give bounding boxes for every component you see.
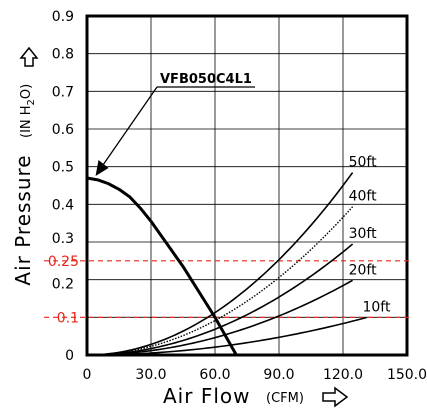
system-curve-50ft	[86, 172, 354, 356]
fan-curve-group: VFB050C4L1	[86, 72, 255, 356]
x-tick-label: 60.0	[199, 367, 230, 383]
system-curve-10ft	[86, 316, 367, 356]
y-axis-unit-main: (IN H	[19, 105, 34, 138]
y-axis-unit: (IN H2O)	[19, 84, 37, 138]
system-curve-20ft	[86, 279, 353, 356]
system-curve-label: 40ft	[349, 189, 377, 205]
y-axis-title-group: Air Pressure (IN H2O)	[11, 84, 37, 286]
x-tick-label: 0	[83, 367, 92, 383]
fan-curve	[86, 176, 238, 356]
x-tick-label: 30.0	[135, 367, 166, 383]
right-arrow-icon	[322, 386, 349, 408]
system-curve-label: 10ft	[362, 300, 390, 316]
system-curve-label: 20ft	[349, 262, 377, 278]
y-axis-unit-sub: 2	[26, 99, 37, 105]
reference-lines	[44, 260, 411, 318]
plot-frame	[85, 14, 409, 357]
y-tick-label: 0.6	[52, 122, 74, 138]
y-tick-label: 0.9	[52, 9, 74, 25]
system-curve-label: 50ft	[349, 155, 377, 171]
x-tick-label: 120.0	[323, 367, 363, 383]
y-tick-label: 0.5	[52, 160, 74, 176]
y-tick-label: 0.2	[52, 277, 74, 293]
y-tick-label: 0.7	[52, 84, 74, 100]
grid	[87, 16, 407, 355]
y-axis-unit-end: O)	[19, 84, 34, 99]
callout-leader	[98, 86, 158, 171]
y-tick-label: 0.3	[52, 231, 74, 247]
x-axis-unit: (CFM)	[266, 391, 304, 406]
reference-tick-label: 0.1	[57, 310, 79, 326]
y-tick-label: 0	[65, 348, 74, 364]
reference-tick-labels: 0.25 0.1	[48, 254, 79, 327]
x-tick-label: 90.0	[263, 367, 294, 383]
y-axis-title: Air Pressure	[11, 154, 35, 285]
x-tick-labels: 0 30.0 60.0 90.0 120.0 150.0	[83, 367, 427, 383]
fan-model-label: VFB050C4L1	[160, 72, 252, 87]
y-tick-labels: 0 0.2 0.3 0.4 0.5 0.6 0.7 0.8 0.9	[52, 9, 74, 364]
system-curve-label: 30ft	[349, 226, 377, 242]
x-axis-title: Air Flow	[163, 384, 250, 408]
x-tick-label: 150.0	[387, 367, 427, 383]
callout-arrowhead	[95, 159, 109, 176]
system-curve-40ft	[86, 206, 354, 356]
up-arrow-icon	[19, 46, 39, 67]
reference-tick-label: 0.25	[48, 254, 79, 270]
system-curves: 50ft 40ft 30ft 20ft 10ft	[86, 155, 391, 356]
y-tick-label: 0.4	[52, 197, 74, 213]
y-tick-label: 0.8	[52, 47, 74, 63]
